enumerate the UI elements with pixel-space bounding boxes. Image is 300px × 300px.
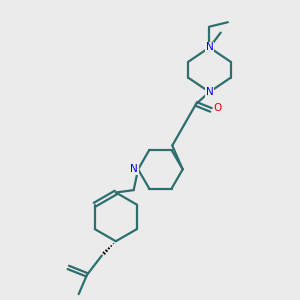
Text: N: N: [130, 164, 138, 174]
Text: N: N: [206, 87, 213, 97]
Text: O: O: [213, 103, 222, 113]
Text: N: N: [206, 43, 213, 52]
